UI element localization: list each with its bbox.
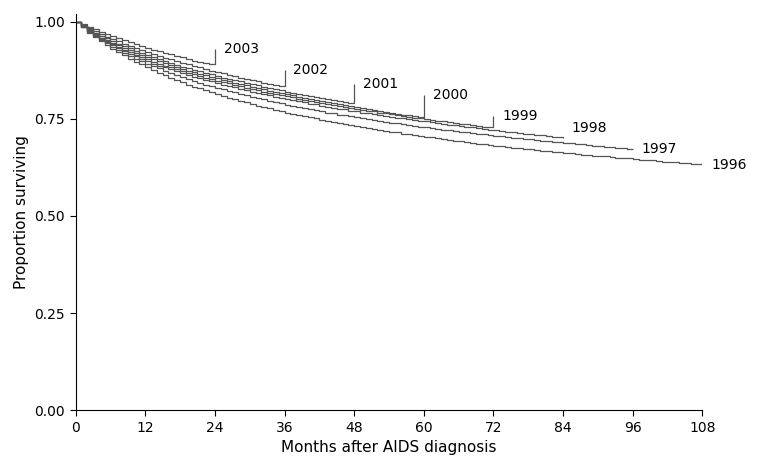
Text: 1998: 1998 xyxy=(572,121,607,135)
Text: 2003: 2003 xyxy=(223,42,258,56)
Text: 1997: 1997 xyxy=(641,142,677,156)
Text: 1999: 1999 xyxy=(502,109,537,123)
Y-axis label: Proportion surviving: Proportion surviving xyxy=(14,135,29,289)
X-axis label: Months after AIDS diagnosis: Months after AIDS diagnosis xyxy=(281,440,497,455)
Text: 2001: 2001 xyxy=(363,77,398,91)
Text: 1996: 1996 xyxy=(711,158,746,172)
Text: 2000: 2000 xyxy=(432,89,467,102)
Text: 2002: 2002 xyxy=(293,63,328,77)
